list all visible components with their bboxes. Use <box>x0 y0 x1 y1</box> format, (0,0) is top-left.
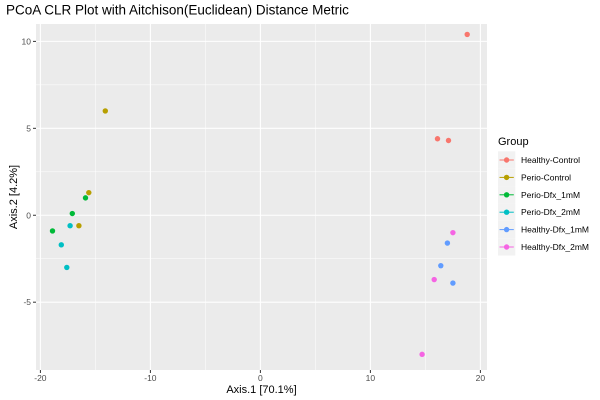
point-perio-dfx-1mm <box>69 210 76 217</box>
legend-label-healthy-dfx-2mm: Healthy-Dfx_2mM <box>521 242 589 252</box>
point-healthy-dfx-2mm <box>431 276 437 283</box>
legend-label-healthy-dfx-1mm: Healthy-Dfx_1mM <box>521 225 589 235</box>
legend-title: Group <box>498 136 529 148</box>
point-perio-control <box>76 222 82 229</box>
point-healthy-control <box>445 137 452 144</box>
point-perio-dfx-1mm <box>82 195 89 201</box>
grid-lines <box>36 24 487 370</box>
legend-label-healthy-control: Healthy-Control <box>521 155 580 165</box>
legend-key-point-healthy-control <box>503 157 510 163</box>
point-healthy-dfx-2mm <box>450 229 456 236</box>
y-tick-label: 0 <box>26 210 31 220</box>
data-points <box>49 31 470 358</box>
x-tick-label: -20 <box>34 373 47 383</box>
legend-label-perio-dfx-1mm: Perio-Dfx_1mM <box>521 190 580 200</box>
y-tick-label: 10 <box>22 36 32 46</box>
point-perio-dfx-2mm <box>64 264 70 271</box>
point-perio-dfx-2mm <box>58 242 64 248</box>
point-healthy-control <box>434 136 441 142</box>
point-healthy-control <box>464 31 470 38</box>
plot-panel <box>36 24 487 370</box>
legend-key-point-perio-control <box>503 174 510 181</box>
chart-title: PCoA CLR Plot with Aitchison(Euclidean) … <box>6 3 349 18</box>
point-perio-control <box>102 108 109 114</box>
point-healthy-dfx-1mm <box>438 262 444 269</box>
point-healthy-dfx-1mm <box>450 280 456 286</box>
legend-key-point-perio-dfx-1mm <box>503 192 510 198</box>
y-tick-label: 5 <box>26 123 31 133</box>
x-tick-label: 20 <box>476 373 486 383</box>
legend-key-point-perio-dfx-2mm <box>503 209 510 215</box>
point-perio-control <box>86 189 92 196</box>
point-healthy-dfx-2mm <box>419 351 425 358</box>
x-tick-label: 10 <box>366 373 376 383</box>
point-perio-dfx-1mm <box>49 228 56 234</box>
x-tick-label: -10 <box>144 373 157 383</box>
point-healthy-dfx-1mm <box>444 240 451 246</box>
y-tick-label: -5 <box>23 297 31 307</box>
legend: Healthy-Control Perio-Control Perio-Dfx_1m… <box>498 151 589 256</box>
x-axis-title: Axis.1 [70.1%] <box>226 384 296 396</box>
legend-label-perio-dfx-2mm: Perio-Dfx_2mM <box>521 207 580 217</box>
legend-label-perio-control: Perio-Control <box>521 172 571 182</box>
axis-ticks: -20 -10 0 10 20 -5 0 5 10 <box>22 36 486 383</box>
legend-key-point-healthy-dfx-1mm <box>503 226 510 233</box>
y-axis-title: Axis.2 [4.2%] <box>8 165 20 229</box>
legend-key-point-healthy-dfx-2mm <box>503 244 510 250</box>
point-perio-dfx-2mm <box>67 222 73 229</box>
x-tick-label: 0 <box>258 373 263 383</box>
